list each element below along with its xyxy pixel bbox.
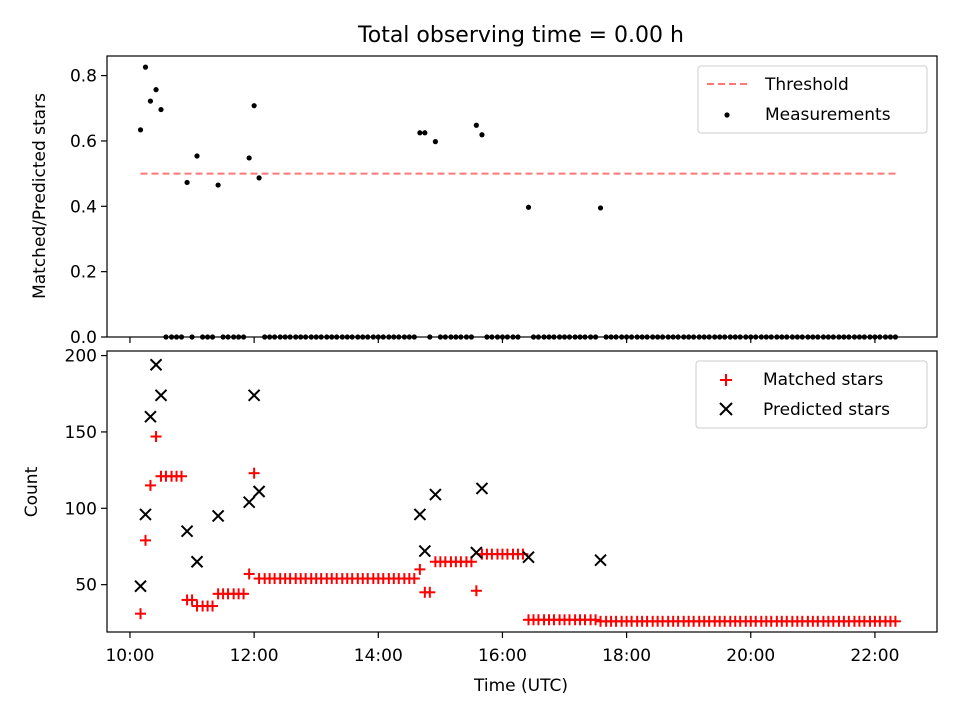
predicted-star-point <box>180 524 194 538</box>
matched-star-point <box>186 594 198 606</box>
top-chart-title: Total observing time = 0.00 h <box>357 23 684 48</box>
predicted-star-point <box>522 550 535 564</box>
legend-matched-label: Matched stars <box>763 370 883 390</box>
top-y-tick-label: 0.0 <box>70 328 97 348</box>
bottom-y-tick-label: 100 <box>65 499 97 519</box>
measurement-point <box>473 122 479 128</box>
measurement-point <box>597 205 604 211</box>
matched-star-point <box>414 563 426 575</box>
bottom-x-tick-label: 12:00 <box>230 646 279 666</box>
predicted-star-point <box>475 482 489 495</box>
measurement-point <box>479 132 485 138</box>
legend-predicted-label: Predicted stars <box>763 400 890 420</box>
legend-measurements-label: Measurements <box>765 105 891 125</box>
top-y-tick-label: 0.4 <box>70 197 97 217</box>
measurement-point <box>251 103 257 109</box>
matched-star-point <box>238 588 250 600</box>
legend-threshold-label: Threshold <box>764 75 849 95</box>
matched-star-point <box>470 585 482 597</box>
measurement-point <box>422 130 428 136</box>
predicted-star-point <box>418 544 432 558</box>
bottom-x-tick-label: 18:00 <box>602 646 651 666</box>
legend-measurements-swatch <box>724 112 730 118</box>
measurement-point <box>142 64 149 70</box>
matched-star-point <box>175 470 187 482</box>
measurement-point <box>432 139 438 145</box>
top-y-tick-label: 0.8 <box>70 67 97 87</box>
predicted-star-point <box>252 485 266 498</box>
predicted-star-point <box>190 555 204 568</box>
legend-predicted-swatch <box>719 402 733 416</box>
bottom-x-tick-label: 20:00 <box>726 646 775 666</box>
predicted-star-point <box>429 488 442 501</box>
matched-star-point <box>135 608 147 620</box>
predicted-star-point <box>413 508 427 521</box>
measurement-point <box>215 182 221 188</box>
matched-star-point <box>408 573 420 585</box>
bottom-y-tick-label: 50 <box>75 576 97 596</box>
legend-matched-swatch <box>720 374 732 386</box>
bottom-y-tick-label: 150 <box>65 423 97 443</box>
matched-star-point <box>248 467 260 479</box>
bottom-x-tick-label: 10:00 <box>105 646 154 666</box>
bottom-y-axis-label: Count <box>22 466 42 517</box>
predicted-star-point <box>211 509 225 523</box>
predicted-star-point <box>247 389 261 402</box>
predicted-star-point <box>470 546 483 559</box>
top-y-axis-label: Matched/Predicted stars <box>30 93 50 299</box>
bottom-x-axis-label: Time (UTC) <box>473 676 568 696</box>
predicted-star-point <box>144 410 157 423</box>
matched-star-point <box>207 600 219 612</box>
bottom-x-tick-label: 14:00 <box>354 646 403 666</box>
bottom-plot-area: 50 100 150 200 10:00 12:00 14:00 16:00 18:00 20:0… <box>65 347 901 666</box>
measurement-point <box>525 204 532 210</box>
matched-star-point <box>424 586 436 598</box>
measurement-point <box>153 87 159 93</box>
measurement-point <box>256 175 262 181</box>
top-y-tick-label: 0.2 <box>70 263 97 283</box>
top-legend: Threshold Measurements <box>697 65 928 134</box>
predicted-star-point <box>149 358 163 371</box>
matched-star-point <box>139 534 151 546</box>
measurement-point <box>184 179 190 186</box>
measurement-point <box>417 130 423 136</box>
matched-star-point <box>590 614 602 626</box>
measurement-point <box>158 106 164 113</box>
predicted-star-point <box>134 579 147 593</box>
bottom-x-tick-label: 22:00 <box>850 646 899 666</box>
bottom-x-tick-label: 16:00 <box>478 646 527 666</box>
measurement-point <box>147 98 154 104</box>
matched-star-point <box>150 431 162 443</box>
predicted-star-point <box>154 389 168 402</box>
bottom-legend: Matched stars Predicted stars <box>695 360 928 429</box>
measurement-point <box>246 155 252 161</box>
bottom-axes-frame <box>106 350 938 633</box>
predicted-star-point <box>242 495 256 509</box>
measurement-point <box>194 153 200 159</box>
predicted-star-point <box>139 508 152 521</box>
top-axes-frame <box>106 55 938 338</box>
matched-star-point <box>889 615 901 627</box>
predicted-star-point <box>594 554 607 567</box>
matched-star-point <box>144 479 156 491</box>
measurement-point <box>137 127 144 133</box>
matched-star-point <box>243 568 255 580</box>
top-y-tick-label: 0.6 <box>70 132 97 152</box>
bottom-y-tick-label: 200 <box>65 347 97 367</box>
